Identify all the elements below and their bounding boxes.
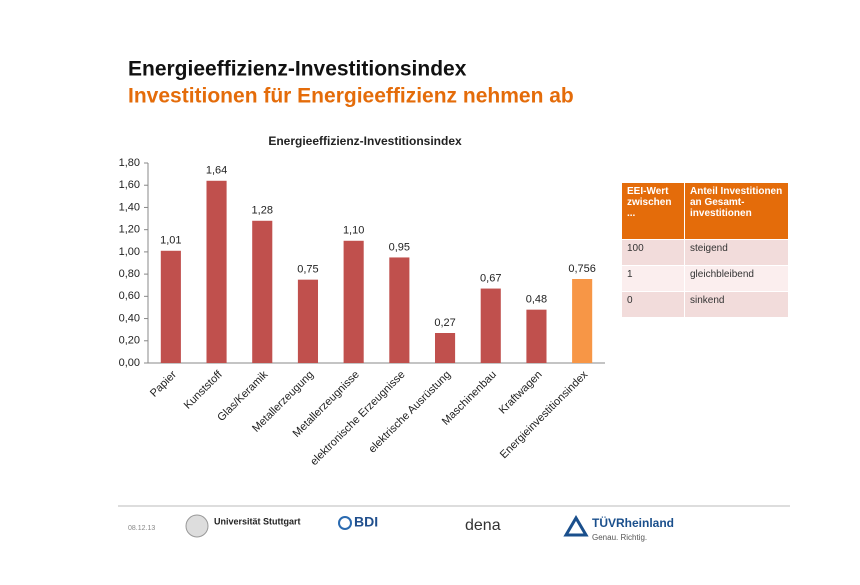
value-label: 1,01 [160, 235, 181, 247]
value-label: 0,95 [389, 241, 410, 253]
y-tick-label: 0,60 [119, 290, 140, 302]
value-label: 0,75 [297, 264, 318, 276]
x-tick-label: Energieinvestitionsindex [498, 368, 591, 461]
table-row: 100 steigend [622, 239, 789, 266]
y-tick-label: 1,40 [119, 201, 140, 213]
logo-text: dena [465, 517, 501, 534]
cell: 100 [622, 239, 685, 266]
y-tick-label: 0,40 [119, 312, 140, 324]
bar [572, 279, 593, 363]
cell: 1 [622, 265, 685, 292]
x-tick-label: elektronische Erzeugnisse [308, 369, 407, 468]
cell: sinkend [684, 291, 789, 318]
y-tick-label: 1,00 [119, 246, 140, 258]
y-tick-label: 0,80 [119, 268, 140, 280]
logo-icon [563, 515, 589, 537]
table-row: 1 gleichbleibend [622, 265, 789, 292]
x-tick-label: Papier [148, 368, 179, 399]
slide-subtitle: Investitionen für Energieeffizienz nehme… [128, 85, 574, 108]
logo-text: BDI [354, 514, 378, 530]
y-tick-label: 0,00 [119, 357, 140, 369]
table-row: 0 sinkend [622, 291, 789, 318]
legend-table: EEI-Wert zwischen ... Anteil Investition… [622, 183, 789, 318]
value-label: 1,10 [343, 225, 364, 237]
header-cell: EEI-Wert zwischen ... [622, 183, 685, 240]
value-label: 0,27 [434, 317, 455, 329]
cell: gleichbleibend [684, 265, 789, 292]
bar [343, 240, 364, 363]
chart-title: Energieeffizienz-Investitionsindex [268, 134, 462, 148]
logo-text: Genau. Richtig. [592, 533, 647, 542]
table-header: EEI-Wert zwischen ... Anteil Investition… [622, 183, 789, 240]
footer-date: 08.12.13 [128, 525, 155, 532]
logo-text: Universität Stuttgart [214, 516, 301, 526]
x-tick-label: elektrische Ausrüstung [366, 369, 453, 456]
value-label: 0,756 [568, 263, 596, 275]
slide-title: Energieeffizienz-Investitionsindex [128, 58, 467, 81]
logo-text: TÜVRheinland [592, 515, 674, 530]
bar [252, 220, 273, 363]
cell: 0 [622, 291, 685, 318]
y-tick-label: 1,80 [119, 157, 140, 169]
logo-icon [185, 514, 209, 538]
y-tick-label: 1,20 [119, 224, 140, 236]
value-label: 1,64 [206, 165, 227, 177]
bar [480, 288, 501, 363]
value-label: 0,48 [526, 294, 547, 306]
x-tick-label: Kraftwagen [497, 369, 545, 417]
logo-icon [338, 516, 352, 530]
bar [434, 333, 456, 363]
y-tick-label: 0,20 [119, 335, 140, 347]
cell: steigend [684, 239, 789, 266]
y-tick-label: 1,60 [119, 179, 140, 191]
bar [526, 309, 547, 363]
bar [160, 250, 181, 363]
bar [389, 257, 410, 363]
value-label: 1,28 [252, 205, 273, 217]
bar [206, 180, 227, 363]
value-label: 0,67 [480, 272, 501, 284]
header-cell: Anteil Investitionen an Gesamt-investiti… [684, 183, 789, 240]
bar [297, 279, 319, 363]
x-tick-label: Kunststoff [182, 368, 226, 412]
